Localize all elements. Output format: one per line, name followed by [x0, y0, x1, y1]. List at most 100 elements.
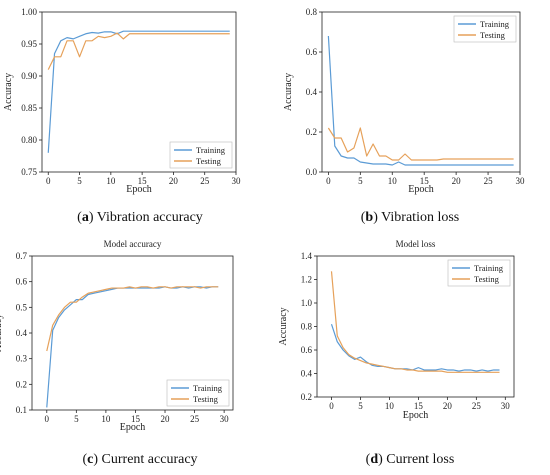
y-tick-label: 1.0: [301, 298, 313, 308]
x-axis-label: Epoch: [408, 184, 434, 195]
y-tick-label: 0.5: [16, 302, 28, 312]
y-axis-label: Accuracy: [283, 73, 294, 111]
legend-label: Testing: [480, 30, 506, 40]
x-tick-label: 5: [358, 176, 363, 186]
legend-box: [166, 379, 230, 407]
legend-label: Testing: [193, 394, 219, 404]
x-tick-label: 15: [420, 176, 430, 186]
x-tick-label: 25: [200, 176, 210, 186]
series-line-testing: [330, 271, 500, 373]
current-accuracy-chart: Model accuracy 0 5 10 15 20 25 30 0.1 0.2 0.3 0.4 0.…: [0, 239, 234, 433]
x-tick-label: 15: [414, 401, 424, 411]
y-tick-label: 0.6: [306, 47, 318, 57]
x-tick-label: 10: [106, 176, 116, 186]
x-tick-label: 15: [138, 176, 148, 186]
legend-box: [453, 15, 517, 43]
x-tick-label: 30: [501, 401, 511, 411]
y-tick-label: 0.2: [16, 379, 27, 389]
y-tick-label: 0.80: [21, 135, 37, 145]
y-tick-label: 0.4: [16, 328, 28, 338]
x-tick-label: 25: [190, 414, 200, 424]
x-tick-label: 10: [388, 176, 398, 186]
x-tick-label: 10: [101, 414, 111, 424]
y-tick-label: 0.2: [306, 127, 317, 137]
x-tick-label: 20: [452, 176, 462, 186]
legend-box: [447, 259, 511, 287]
x-tick-label: 30: [516, 176, 526, 186]
caption-d: (d) Current loss: [365, 452, 455, 467]
panel-a: 0 5 10 15 20 25 30 0.75 0.80 0.85 0.90 0.95 1.00 Epoc…: [0, 0, 270, 200]
x-tick-label: 10: [385, 401, 395, 411]
series-line-testing: [327, 127, 514, 161]
x-tick-label: 0: [45, 414, 50, 424]
y-tick-label: 0.85: [21, 103, 37, 113]
y-tick-label: 0.90: [21, 71, 37, 81]
x-tick-label: 5: [74, 414, 79, 424]
legend-label: Training: [193, 383, 223, 393]
x-tick-label: 0: [329, 401, 334, 411]
panel-b: 0 5 10 15 20 25 30 0.0 0.2 0.4 0.6 0.8 Epoch Accuracy…: [275, 0, 545, 200]
x-tick-label: 5: [77, 176, 82, 186]
y-tick-label: 0.4: [306, 87, 318, 97]
x-tick-label: 20: [443, 401, 453, 411]
y-tick-label: 1.00: [21, 7, 37, 17]
y-tick-label: 0.95: [21, 39, 37, 49]
legend-label: Training: [480, 19, 510, 29]
series-line-training: [46, 286, 219, 408]
y-tick-label: 0.2: [301, 392, 312, 402]
chart-title: Model accuracy: [104, 239, 162, 249]
y-tick-label: 0.8: [301, 322, 313, 332]
panel-d: Model loss 0 5 10 15 20 25 30 0.2 0.4 0.6 0.8 1.0 1.2…: [275, 238, 545, 438]
legend-label: Testing: [474, 274, 500, 284]
y-tick-label: 0.7: [16, 251, 28, 261]
legend-label: Testing: [196, 156, 222, 166]
x-tick-label: 15: [131, 414, 141, 424]
series-line-training: [330, 323, 500, 372]
vibration-accuracy-chart: 0 5 10 15 20 25 30 0.75 0.80 0.85 0.90 0.95 1.00 Epoc…: [3, 7, 242, 195]
current-loss-chart: Model loss 0 5 10 15 20 25 30 0.2 0.4 0.6 0.8 1.0 1.2…: [278, 239, 515, 421]
x-tick-label: 5: [358, 401, 363, 411]
series-line-testing: [47, 32, 230, 70]
y-tick-label: 0.3: [16, 354, 28, 364]
legend-box: [169, 141, 233, 169]
y-tick-label: 0.4: [301, 369, 313, 379]
caption-a: (a) Vibration accuracy: [77, 210, 203, 225]
y-tick-label: 0.75: [21, 167, 37, 177]
x-tick-label: 20: [169, 176, 179, 186]
x-tick-label: 25: [472, 401, 482, 411]
y-tick-label: 0.6: [301, 345, 313, 355]
x-tick-label: 30: [232, 176, 242, 186]
y-axis-label: Accuracy: [278, 307, 289, 345]
y-axis-label: Accuracy: [3, 73, 14, 111]
caption-c: (c) Current accuracy: [82, 452, 198, 467]
x-axis-label: Epoch: [126, 184, 152, 195]
x-tick-label: 20: [161, 414, 171, 424]
y-tick-label: 1.4: [301, 251, 313, 261]
series-line-training: [327, 35, 514, 166]
x-axis-label: Epoch: [403, 410, 429, 421]
x-tick-label: 30: [220, 414, 230, 424]
x-tick-label: 0: [46, 176, 51, 186]
y-tick-label: 0.8: [306, 7, 318, 17]
caption-b: (b) Vibration loss: [360, 210, 460, 225]
x-tick-label: 25: [484, 176, 494, 186]
panel-c: Model accuracy 0 5 10 15 20 25 30 0.1 0.2 0.3 0.4 0.…: [0, 238, 270, 438]
legend-label: Training: [474, 263, 504, 273]
legend-label: Training: [196, 145, 226, 155]
vibration-loss-chart: 0 5 10 15 20 25 30 0.0 0.2 0.4 0.6 0.8 Epoch Accuracy…: [283, 7, 526, 195]
x-axis-label: Epoch: [120, 422, 146, 433]
y-tick-label: 0.0: [306, 167, 318, 177]
x-tick-label: 0: [326, 176, 331, 186]
y-axis-label: Accuracy: [0, 314, 4, 352]
y-tick-label: 0.1: [16, 405, 27, 415]
series-line-testing: [46, 286, 219, 352]
chart-title: Model loss: [396, 239, 436, 249]
series-line-training: [47, 30, 230, 153]
y-tick-label: 0.6: [16, 277, 28, 287]
y-tick-label: 1.2: [301, 275, 312, 285]
plot-frame: [41, 11, 237, 173]
